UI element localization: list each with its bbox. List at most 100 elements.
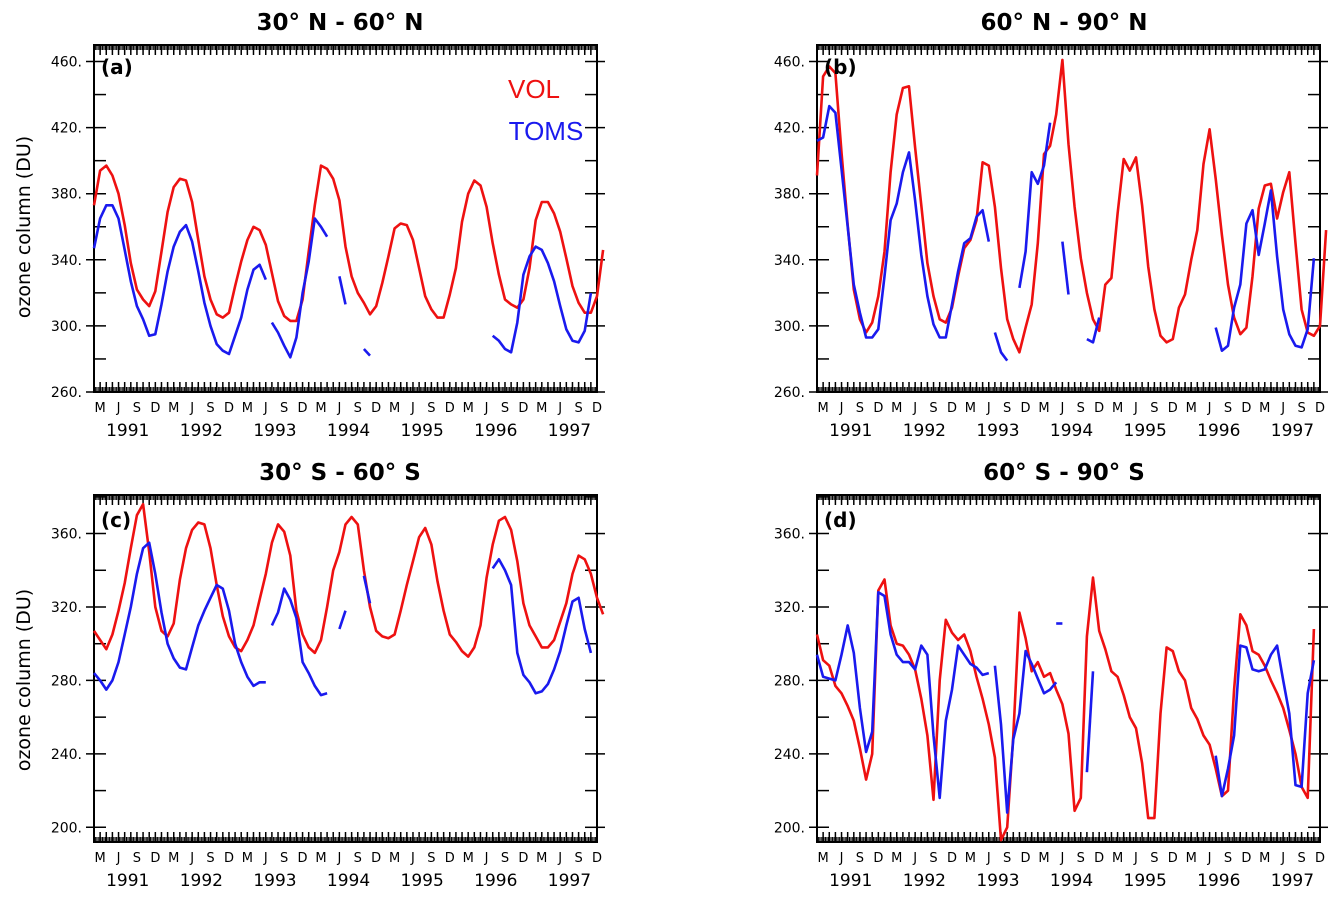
year-tick-label: 1991 <box>106 871 149 891</box>
month-tick-label: J <box>839 401 844 416</box>
month-tick-label: D <box>1168 401 1178 416</box>
month-tick-label: M <box>965 851 976 866</box>
month-tick-label: D <box>150 401 160 416</box>
y-tick-label: 360. <box>774 527 805 543</box>
series-toms-line <box>993 332 1009 362</box>
month-tick-label: M <box>1259 401 1270 416</box>
month-tick-label: D <box>1021 401 1031 416</box>
month-tick-label: M <box>242 851 253 866</box>
month-tick-label: J <box>912 401 917 416</box>
year-tick-label: 1995 <box>401 421 444 441</box>
year-tick-label: 1995 <box>401 871 444 891</box>
month-tick-label: S <box>1077 401 1085 416</box>
month-tick-label: D <box>1241 851 1251 866</box>
month-tick-label: S <box>501 401 509 416</box>
series-vol-line <box>815 576 1316 842</box>
month-tick-label: J <box>1280 851 1285 866</box>
month-tick-label: S <box>133 401 141 416</box>
series-toms-line <box>1214 644 1316 798</box>
year-tick-label: 1993 <box>253 421 296 441</box>
series-toms-line <box>92 204 267 356</box>
month-tick-label: J <box>557 851 562 866</box>
month-tick-label: M <box>315 401 326 416</box>
month-tick-label: S <box>1297 401 1305 416</box>
series-toms-line <box>1085 671 1095 773</box>
y-tick-label: 320. <box>51 600 82 616</box>
month-tick-label: J <box>189 401 194 416</box>
month-tick-label: S <box>427 401 435 416</box>
month-tick-label: M <box>95 851 106 866</box>
month-tick-label: J <box>484 401 489 416</box>
month-tick-label: S <box>1224 401 1232 416</box>
month-tick-label: J <box>263 401 268 416</box>
y-tick-label: 460. <box>774 55 805 71</box>
year-tick-label: 1995 <box>1124 871 1167 891</box>
series-toms-line <box>816 104 991 339</box>
panel-c-title: 30° S - 60° S <box>259 460 421 486</box>
series-toms-line <box>491 557 593 695</box>
month-tick-label: M <box>891 851 902 866</box>
y-tick-label: 280. <box>51 673 82 689</box>
y-tick-label: 360. <box>51 527 82 543</box>
month-tick-label: D <box>371 851 381 866</box>
month-tick-label: J <box>986 851 991 866</box>
month-tick-label: M <box>463 401 474 416</box>
month-tick-label: M <box>1038 401 1049 416</box>
month-tick-label: S <box>1297 851 1305 866</box>
year-tick-label: 1992 <box>180 871 223 891</box>
year-tick-label: 1996 <box>1197 421 1240 441</box>
month-tick-label: D <box>445 851 455 866</box>
month-tick-label: M <box>389 401 400 416</box>
month-tick-label: M <box>1259 851 1270 866</box>
series-vol-line <box>815 58 1328 354</box>
y-tick-label: 300. <box>774 319 805 335</box>
month-tick-label: M <box>1038 851 1049 866</box>
month-tick-label: S <box>354 401 362 416</box>
y-tick-label: 380. <box>51 187 82 203</box>
month-tick-label: J <box>557 401 562 416</box>
month-tick-label: S <box>1077 851 1085 866</box>
plot-frame <box>816 494 1321 843</box>
series-toms-line <box>362 575 372 604</box>
month-tick-label: D <box>1021 851 1031 866</box>
panel-d-title: 60° S - 90° S <box>983 460 1145 486</box>
month-tick-label: D <box>298 401 308 416</box>
year-tick-label: 1997 <box>548 871 591 891</box>
month-tick-label: J <box>116 401 121 416</box>
month-tick-label: S <box>574 401 582 416</box>
month-tick-label: D <box>518 401 528 416</box>
year-tick-label: 1997 <box>1271 421 1314 441</box>
year-tick-label: 1994 <box>1050 871 1093 891</box>
year-tick-label: 1997 <box>1271 871 1314 891</box>
month-tick-label: M <box>1186 401 1197 416</box>
month-tick-label: D <box>518 851 528 866</box>
month-tick-label: S <box>1003 851 1011 866</box>
month-tick-label: J <box>263 851 268 866</box>
year-tick-label: 1992 <box>903 871 946 891</box>
panel-d-label: (d) <box>824 508 857 532</box>
y-tick-label: 340. <box>51 253 82 269</box>
month-tick-label: J <box>1059 851 1064 866</box>
month-tick-label: M <box>965 401 976 416</box>
month-tick-label: S <box>1150 851 1158 866</box>
month-tick-label: D <box>1094 401 1104 416</box>
month-tick-label: M <box>818 851 829 866</box>
year-tick-label: 1996 <box>474 421 517 441</box>
y-tick-label: 280. <box>774 673 805 689</box>
panel-c-label: (c) <box>101 508 131 532</box>
y-tick-label: 200. <box>51 820 82 836</box>
month-tick-label: J <box>189 851 194 866</box>
month-tick-label: D <box>371 401 381 416</box>
series-toms-line <box>1214 189 1316 353</box>
month-tick-label: J <box>912 851 917 866</box>
year-tick-label: 1996 <box>474 871 517 891</box>
month-tick-label: J <box>1207 851 1212 866</box>
series-toms-line <box>993 649 1058 814</box>
month-tick-label: D <box>873 401 883 416</box>
series-toms-line <box>338 276 347 305</box>
